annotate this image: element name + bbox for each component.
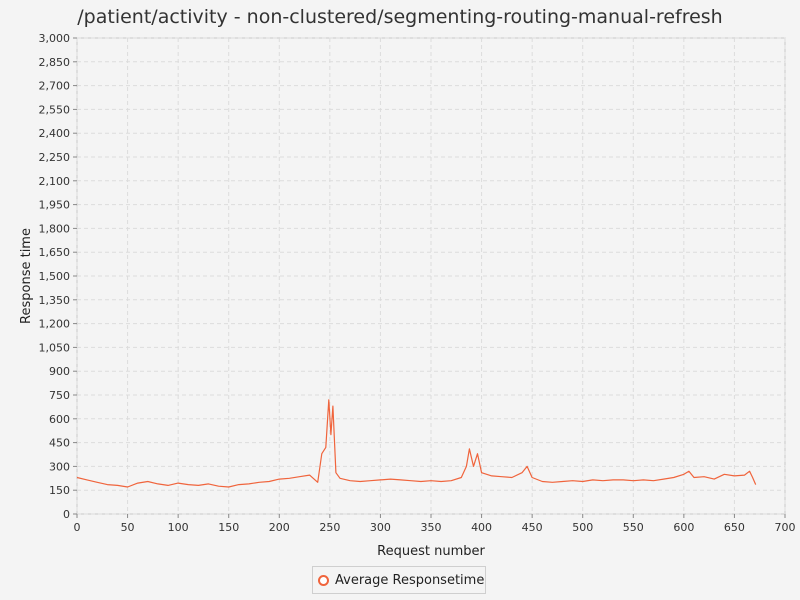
y-axis-title: Response time (19, 228, 34, 324)
y-tick-label: 1,200 (39, 318, 71, 331)
y-tick-label: 1,800 (39, 222, 71, 235)
y-tick-label: 900 (49, 365, 70, 378)
x-tick-label: 100 (168, 521, 189, 534)
x-tick-label: 150 (218, 521, 239, 534)
legend-marker-icon (318, 574, 329, 586)
x-tick-label: 200 (269, 521, 290, 534)
y-tick-label: 2,400 (39, 127, 71, 140)
y-tick-label: 2,250 (39, 151, 71, 164)
series-layer (76, 399, 757, 488)
y-tick-label: 600 (49, 413, 70, 426)
y-tick-label: 2,850 (39, 56, 71, 69)
y-tick-label: 0 (63, 508, 70, 521)
y-tick-label: 150 (49, 484, 70, 497)
x-tick-label: 450 (522, 521, 543, 534)
x-tick-label: 250 (319, 521, 340, 534)
y-tick-label: 2,100 (39, 175, 71, 188)
chart-title: /patient/activity - non-clustered/segmen… (77, 6, 723, 28)
x-tick-label: 650 (724, 521, 745, 534)
legend: Average Responsetime (312, 566, 486, 594)
x-axis: 0 50 100 150 200 250 300 350 400 450 500 550 600 650 7… (74, 514, 796, 534)
y-tick-label: 1,500 (39, 270, 71, 283)
y-tick-label: 1,650 (39, 246, 71, 259)
grid-lines (76, 37, 786, 515)
x-tick-label: 550 (623, 521, 644, 534)
x-tick-label: 600 (673, 521, 694, 534)
x-tick-label: 500 (572, 521, 593, 534)
series-line (76, 399, 757, 488)
x-tick-label: 700 (775, 521, 796, 534)
y-tick-label: 1,050 (39, 341, 71, 354)
y-tick-label: 450 (49, 437, 70, 450)
y-tick-label: 300 (49, 460, 70, 473)
y-tick-label: 2,700 (39, 80, 71, 93)
x-tick-label: 0 (74, 521, 81, 534)
x-tick-label: 50 (121, 521, 135, 534)
y-axis: 0 150 300 450 600 750 900 1,050 1,200 1,350 1,500 1… (39, 32, 77, 521)
y-tick-label: 1,350 (39, 294, 71, 307)
x-tick-label: 300 (370, 521, 391, 534)
legend-label: Average Responsetime (335, 572, 485, 588)
y-tick-label: 1,950 (39, 199, 71, 212)
y-tick-label: 3,000 (39, 32, 71, 45)
y-tick-label: 750 (49, 389, 70, 402)
x-axis-title: Request number (377, 544, 485, 559)
x-tick-label: 350 (421, 521, 442, 534)
y-tick-label: 2,550 (39, 103, 71, 116)
x-tick-label: 400 (471, 521, 492, 534)
